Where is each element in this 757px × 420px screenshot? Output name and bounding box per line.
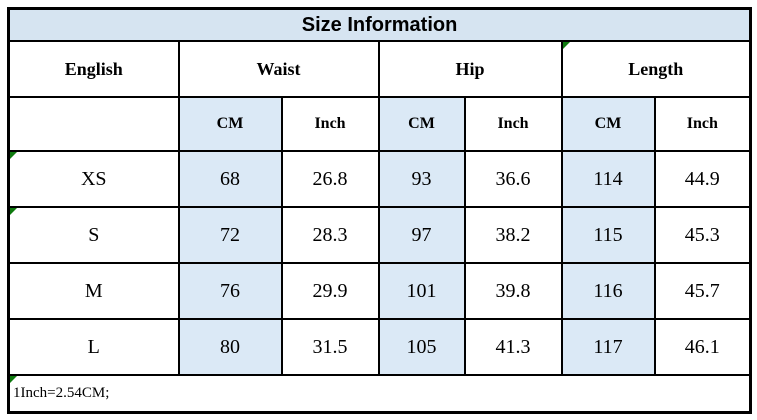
cell-m-hip-inch: 39.8 bbox=[463, 262, 563, 320]
cell-s-length-cm: 115 bbox=[560, 206, 656, 264]
cell-s-waist-cm: 72 bbox=[177, 206, 283, 264]
cell-l-waist-cm: 80 bbox=[177, 318, 283, 376]
cell-xs-hip-cm: 93 bbox=[377, 150, 466, 208]
col-header-waist: Waist bbox=[177, 40, 380, 98]
title-row: Size Information bbox=[7, 7, 752, 42]
footnote-text: 1Inch=2.54CM; bbox=[13, 385, 110, 401]
cell-xs-length-cm: 114 bbox=[560, 150, 656, 208]
green-corner-marker-icon bbox=[10, 209, 17, 215]
size-label-xs: XS bbox=[7, 150, 180, 208]
size-label-text: XS bbox=[80, 167, 107, 190]
unit-header-row: CM Inch CM Inch CM Inch bbox=[7, 96, 752, 152]
col-header-length-label: Length bbox=[628, 58, 684, 79]
cell-l-length-cm: 117 bbox=[560, 318, 656, 376]
size-label-l: L bbox=[7, 318, 180, 376]
cell-xs-length-inch: 44.9 bbox=[653, 150, 752, 208]
table-row-l: L 80 31.5 105 41.3 117 46.1 bbox=[7, 318, 752, 376]
cell-s-waist-inch: 28.3 bbox=[280, 206, 380, 264]
size-table: Size Information English Waist Hip Lengt… bbox=[7, 7, 753, 414]
size-label-m: M bbox=[7, 262, 180, 320]
group-header-row: English Waist Hip Length bbox=[7, 40, 752, 98]
size-label-s: S bbox=[7, 206, 180, 264]
unit-header-waist-inch: Inch bbox=[280, 96, 380, 152]
green-corner-marker-icon bbox=[563, 43, 570, 49]
col-header-hip: Hip bbox=[377, 40, 563, 98]
green-corner-marker-icon bbox=[10, 153, 17, 159]
green-corner-marker-icon bbox=[10, 376, 17, 383]
cell-xs-waist-inch: 26.8 bbox=[280, 150, 380, 208]
unit-header-hip-cm: CM bbox=[377, 96, 466, 152]
unit-header-hip-inch: Inch bbox=[463, 96, 563, 152]
cell-s-length-inch: 45.3 bbox=[653, 206, 752, 264]
unit-header-empty bbox=[7, 96, 180, 152]
cell-l-hip-inch: 41.3 bbox=[463, 318, 563, 376]
table-row-s: S 72 28.3 97 38.2 115 45.3 bbox=[7, 206, 752, 264]
col-header-length: Length bbox=[560, 40, 752, 98]
size-chart: Size Information English Waist Hip Lengt… bbox=[7, 7, 753, 414]
size-label-text: S bbox=[88, 223, 100, 246]
cell-m-waist-inch: 29.9 bbox=[280, 262, 380, 320]
table-title: Size Information bbox=[7, 7, 752, 42]
cell-m-waist-cm: 76 bbox=[177, 262, 283, 320]
footnote-row: 1Inch=2.54CM; bbox=[7, 374, 752, 414]
unit-header-length-inch: Inch bbox=[653, 96, 752, 152]
unit-header-waist-cm: CM bbox=[177, 96, 283, 152]
cell-m-length-cm: 116 bbox=[560, 262, 656, 320]
cell-m-hip-cm: 101 bbox=[377, 262, 466, 320]
cell-l-waist-inch: 31.5 bbox=[280, 318, 380, 376]
cell-xs-hip-inch: 36.6 bbox=[463, 150, 563, 208]
cell-s-hip-cm: 97 bbox=[377, 206, 466, 264]
cell-xs-waist-cm: 68 bbox=[177, 150, 283, 208]
footnote-cell: 1Inch=2.54CM; bbox=[7, 374, 752, 414]
cell-l-hip-cm: 105 bbox=[377, 318, 466, 376]
table-row-m: M 76 29.9 101 39.8 116 45.7 bbox=[7, 262, 752, 320]
cell-l-length-inch: 46.1 bbox=[653, 318, 752, 376]
unit-header-length-cm: CM bbox=[560, 96, 656, 152]
cell-s-hip-inch: 38.2 bbox=[463, 206, 563, 264]
cell-m-length-inch: 45.7 bbox=[653, 262, 752, 320]
table-row-xs: XS 68 26.8 93 36.6 114 44.9 bbox=[7, 150, 752, 208]
col-header-english: English bbox=[7, 40, 180, 98]
